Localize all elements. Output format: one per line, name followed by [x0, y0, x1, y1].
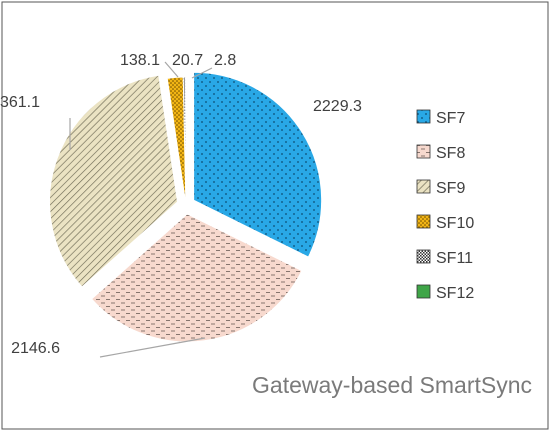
chart-title: Gateway-based SmartSync	[252, 372, 532, 398]
legend-label-sf10: SF10	[436, 215, 474, 232]
legend-label-sf8: SF8	[436, 145, 465, 162]
legend-swatch-sf7	[417, 110, 430, 123]
data-label-sf10: 138.1	[120, 52, 160, 69]
legend-swatch-sf9	[417, 180, 430, 193]
legend-label-sf12: SF12	[436, 285, 474, 302]
legend-swatch-sf10	[417, 215, 430, 228]
data-label-sf8: 2146.6	[11, 340, 60, 357]
legend-label-sf11: SF11	[436, 250, 473, 267]
data-label-sf11: 20.7	[172, 52, 203, 69]
legend-swatch-sf12	[417, 285, 430, 298]
legend-swatch-sf8	[417, 145, 430, 158]
data-label-sf12: 2.8	[214, 52, 236, 69]
data-label-sf7: 2229.3	[313, 98, 362, 115]
data-label-sf9: 2361.1	[0, 94, 40, 111]
legend-label-sf7: SF7	[436, 110, 465, 127]
legend-label-sf9: SF9	[436, 180, 465, 197]
legend-swatch-sf11	[417, 250, 430, 263]
